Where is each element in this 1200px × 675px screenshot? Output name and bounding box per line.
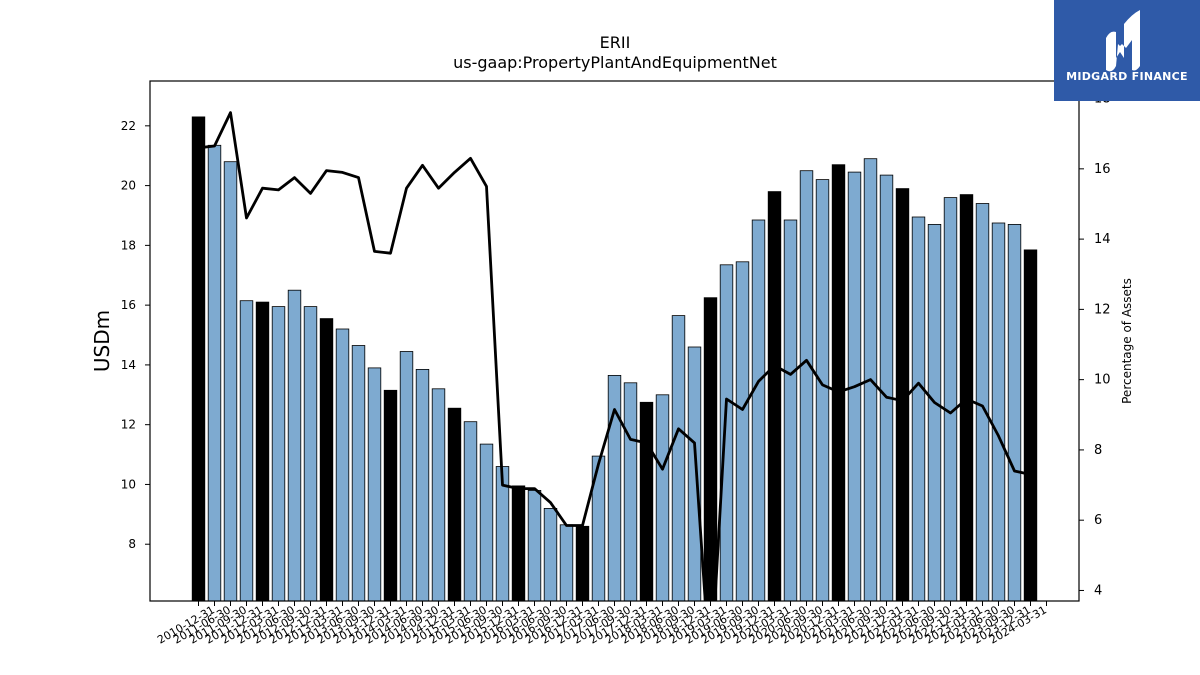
y-tick-label: 10 [121, 477, 136, 491]
axes: 81012141618202246810121416182010-12-3120… [121, 80, 1111, 647]
bar [431, 388, 446, 602]
midgard-logo-icon [1106, 10, 1140, 72]
bar [1023, 249, 1038, 602]
bar [527, 489, 542, 602]
bar [975, 203, 990, 602]
bar-group [191, 116, 1038, 602]
brand-name: MIDGARD FINANCE [1066, 70, 1188, 83]
bar [687, 346, 702, 602]
y2-tick-label: 12 [1094, 302, 1111, 317]
bar [911, 216, 926, 602]
bar [1007, 223, 1022, 602]
y2-tick-label: 10 [1094, 373, 1111, 388]
bar [671, 315, 686, 602]
bar [463, 421, 478, 602]
bar [655, 394, 670, 602]
bar [479, 443, 494, 602]
y-tick-label: 8 [128, 537, 136, 551]
bar [399, 351, 414, 602]
bar [271, 306, 286, 602]
bar [815, 179, 830, 602]
bar [223, 161, 238, 602]
bar [559, 524, 574, 602]
bar [287, 289, 302, 602]
bar [623, 382, 638, 602]
bar [207, 144, 222, 602]
y-tick-label: 12 [121, 418, 136, 432]
y2-tick-label: 8 [1094, 443, 1102, 458]
bar [239, 300, 254, 602]
bar [927, 223, 942, 602]
bar [703, 297, 718, 602]
y2-tick-label: 16 [1094, 162, 1111, 177]
line-group [198, 111, 1031, 601]
percentage-line [198, 111, 1031, 601]
bar [367, 367, 382, 602]
bar [543, 507, 558, 602]
y-tick-label: 18 [121, 238, 136, 252]
y-tick-label: 20 [121, 179, 136, 193]
bar [879, 174, 894, 602]
bar [783, 219, 798, 602]
bar [415, 368, 430, 602]
bar [831, 164, 846, 602]
y-tick-label: 14 [121, 358, 136, 372]
bar [303, 306, 318, 602]
y-tick-label: 22 [121, 119, 136, 133]
bar [191, 116, 206, 602]
bar [511, 485, 526, 602]
bar [767, 191, 782, 602]
brand-logo: MIDGARD FINANCE [1054, 0, 1200, 101]
bar [335, 328, 350, 602]
y-tick-label: 16 [121, 298, 136, 312]
y2-axis-label: Percentage of Assets [1120, 278, 1134, 404]
y2-tick-label: 4 [1094, 583, 1102, 598]
bar [943, 197, 958, 602]
bar [799, 170, 814, 602]
bar [351, 345, 366, 602]
bar [575, 525, 590, 602]
bar [735, 261, 750, 602]
chart-title: ERII [600, 33, 631, 52]
bar [319, 318, 334, 602]
bar [383, 389, 398, 602]
y2-tick-label: 14 [1094, 232, 1111, 247]
bar [991, 222, 1006, 602]
y2-tick-label: 6 [1094, 513, 1102, 528]
y-axis-label: USDm [90, 310, 114, 372]
bar [447, 407, 462, 602]
bar [255, 301, 270, 602]
bar [719, 264, 734, 602]
bar [751, 219, 766, 602]
bar [639, 401, 654, 602]
chart-subtitle: us-gaap:PropertyPlantAndEquipmentNet [453, 53, 777, 72]
